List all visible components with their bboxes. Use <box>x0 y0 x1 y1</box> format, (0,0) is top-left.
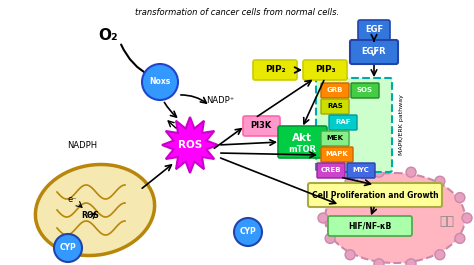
Text: RAF: RAF <box>335 120 351 126</box>
Circle shape <box>455 233 465 243</box>
Circle shape <box>234 218 262 246</box>
Text: EGFR: EGFR <box>362 47 386 56</box>
Text: ROS: ROS <box>81 210 99 219</box>
FancyBboxPatch shape <box>253 60 297 80</box>
Text: NADPH: NADPH <box>67 141 97 150</box>
Circle shape <box>142 64 178 100</box>
Text: mTOR: mTOR <box>288 144 316 153</box>
FancyBboxPatch shape <box>321 83 349 98</box>
Text: ROS: ROS <box>178 140 202 150</box>
Text: CREB: CREB <box>321 167 341 174</box>
Text: SOS: SOS <box>357 87 373 94</box>
Text: e⁻: e⁻ <box>67 196 77 205</box>
FancyBboxPatch shape <box>347 163 375 178</box>
Circle shape <box>435 176 445 186</box>
Circle shape <box>455 193 465 203</box>
FancyBboxPatch shape <box>243 116 280 136</box>
FancyBboxPatch shape <box>328 216 412 236</box>
FancyBboxPatch shape <box>278 126 327 158</box>
FancyBboxPatch shape <box>329 115 357 130</box>
Circle shape <box>406 167 416 177</box>
Text: MEK: MEK <box>327 135 344 142</box>
Text: PIP₂: PIP₂ <box>264 65 285 74</box>
Text: transformation of cancer cells from normal cells.: transformation of cancer cells from norm… <box>135 8 339 17</box>
Polygon shape <box>0 0 474 30</box>
Text: MYC: MYC <box>353 167 369 174</box>
Text: ⧗⧗: ⧗⧗ <box>439 215 455 228</box>
Circle shape <box>54 234 82 262</box>
Circle shape <box>374 167 384 177</box>
Text: O₂: O₂ <box>98 28 118 43</box>
Text: MAPK/ERK pathway: MAPK/ERK pathway <box>400 95 404 156</box>
Text: PI3K: PI3K <box>250 121 272 130</box>
FancyBboxPatch shape <box>350 40 398 64</box>
Circle shape <box>374 259 384 265</box>
Text: RAS: RAS <box>327 104 343 109</box>
FancyBboxPatch shape <box>308 183 442 207</box>
Ellipse shape <box>325 173 465 263</box>
FancyBboxPatch shape <box>316 78 392 172</box>
Text: GRB: GRB <box>327 87 343 94</box>
Text: ✓: ✓ <box>369 47 379 60</box>
Circle shape <box>325 233 335 243</box>
Polygon shape <box>162 117 218 173</box>
Text: PIP₃: PIP₃ <box>315 65 335 74</box>
Text: Cell Proliferation and Growth: Cell Proliferation and Growth <box>312 191 438 200</box>
Circle shape <box>345 176 355 186</box>
Text: EGF: EGF <box>365 25 383 34</box>
FancyBboxPatch shape <box>358 20 390 40</box>
FancyBboxPatch shape <box>321 131 349 146</box>
FancyBboxPatch shape <box>321 147 353 162</box>
Text: Noxs: Noxs <box>149 77 171 86</box>
Circle shape <box>345 250 355 260</box>
FancyBboxPatch shape <box>303 60 347 80</box>
Text: HIF/NF-κB: HIF/NF-κB <box>348 222 392 231</box>
Text: CYP: CYP <box>240 227 256 236</box>
Ellipse shape <box>36 165 155 255</box>
Circle shape <box>462 213 472 223</box>
Circle shape <box>406 259 416 265</box>
Circle shape <box>325 193 335 203</box>
Text: Akt: Akt <box>292 133 312 143</box>
FancyBboxPatch shape <box>321 99 349 114</box>
Text: NADP⁺: NADP⁺ <box>206 96 234 105</box>
Text: MAPK: MAPK <box>326 152 348 157</box>
FancyBboxPatch shape <box>317 163 345 178</box>
Text: CYP: CYP <box>60 244 76 253</box>
Circle shape <box>318 213 328 223</box>
Circle shape <box>435 250 445 260</box>
FancyBboxPatch shape <box>351 83 379 98</box>
